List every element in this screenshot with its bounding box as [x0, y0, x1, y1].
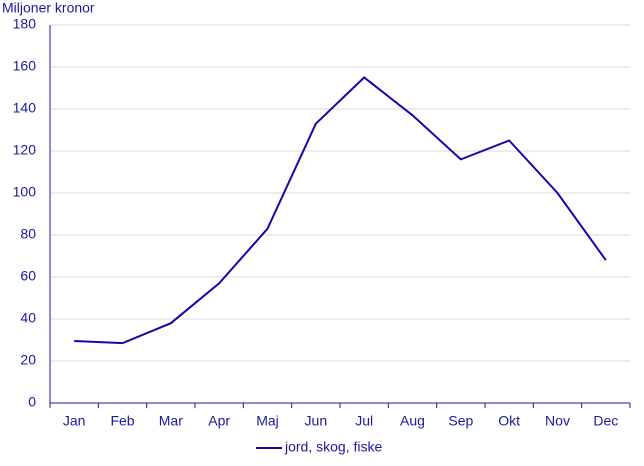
- x-tick-label: Jul: [355, 413, 373, 429]
- x-tick-label: Sep: [448, 413, 473, 429]
- y-tick-label: 120: [13, 142, 37, 158]
- y-tick-label: 40: [20, 310, 36, 326]
- x-tick-label: Aug: [400, 413, 425, 429]
- legend-label: jord, skog, fiske: [284, 439, 382, 455]
- y-tick-label: 80: [20, 226, 36, 242]
- y-tick-label: 140: [13, 100, 37, 116]
- x-tick-label: Nov: [545, 413, 570, 429]
- y-tick-label: 160: [13, 58, 37, 74]
- x-tick-label: Jun: [305, 413, 328, 429]
- x-tick-label: Okt: [498, 413, 520, 429]
- x-tick-label: Feb: [110, 413, 134, 429]
- y-axis-label: Miljoner kronor: [2, 0, 95, 16]
- data-line: [74, 76, 607, 345]
- x-tick-label: Mar: [159, 413, 183, 429]
- x-tick-label: Apr: [208, 413, 230, 429]
- x-tick-label: Maj: [256, 413, 279, 429]
- y-tick-label: 0: [28, 394, 36, 410]
- x-tick-label: Dec: [593, 413, 618, 429]
- y-tick-label: 100: [13, 184, 37, 200]
- x-tick-label: Jan: [63, 413, 86, 429]
- y-tick-label: 180: [13, 16, 37, 32]
- y-tick-label: 60: [20, 268, 36, 284]
- y-tick-label: 20: [20, 352, 36, 368]
